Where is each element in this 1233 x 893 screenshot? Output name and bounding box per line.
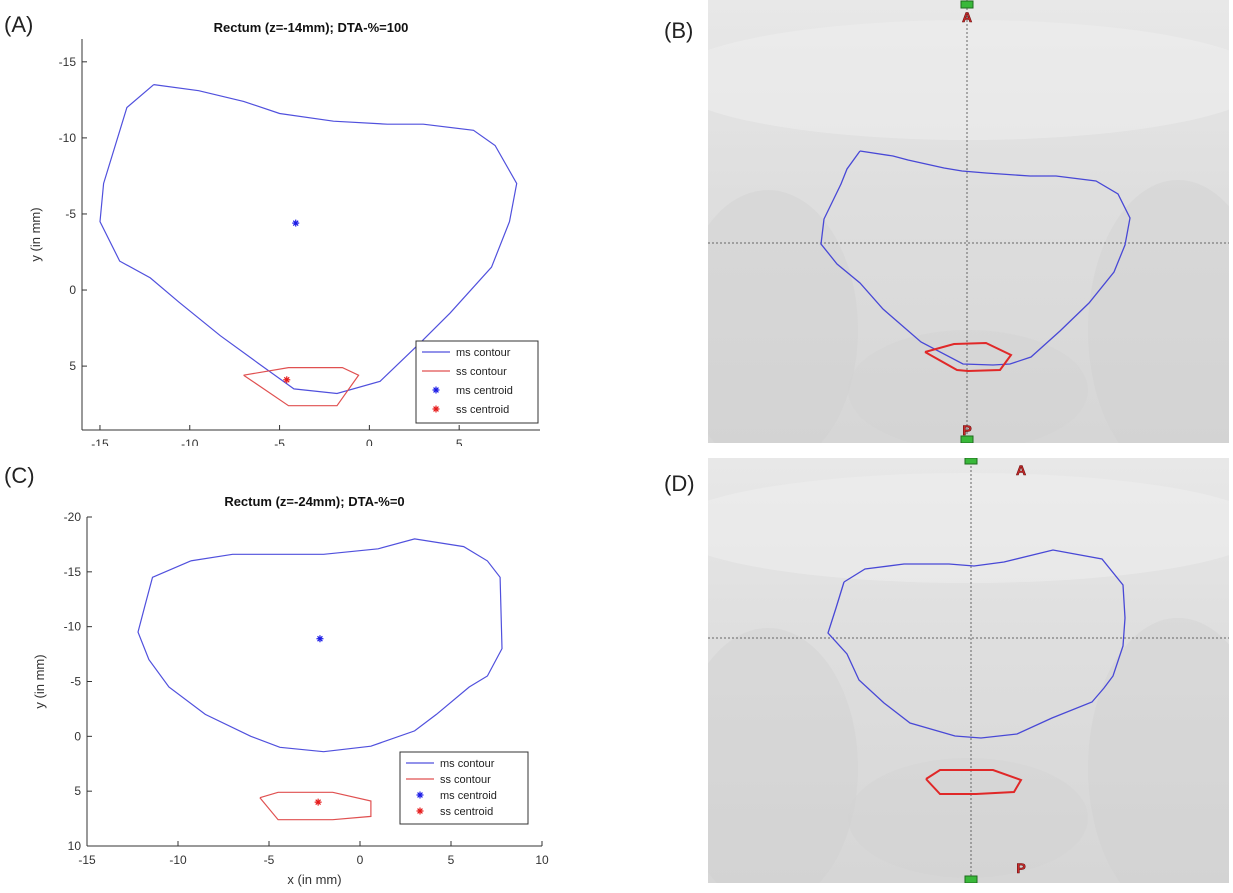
- panel-label-d: (D): [664, 471, 695, 496]
- x-tick-label: 5: [448, 853, 455, 867]
- legend-swatch-marker: [416, 807, 424, 815]
- x-tick-label: 0: [366, 437, 373, 446]
- legend-entry: ms contour: [440, 758, 495, 770]
- ct-image-panel-b: A P: [708, 0, 1229, 443]
- y-tick-label: -10: [59, 131, 77, 145]
- x-tick-label: -5: [264, 853, 275, 867]
- x-tick-label: -5: [274, 437, 285, 446]
- y-tick-label: 0: [69, 283, 76, 297]
- ct-ms-contour-b: [820, 150, 1131, 366]
- top-marker-b: A: [960, 0, 974, 25]
- ct-ms-contour-d: [827, 549, 1126, 739]
- legend-swatch-marker: [432, 386, 440, 394]
- x-tick-label: 5: [456, 437, 463, 446]
- y-tick-label: -5: [70, 675, 81, 689]
- chart-title: Rectum (z=-14mm); DTA-%=100: [214, 20, 409, 35]
- legend-swatch-marker: [416, 791, 424, 799]
- y-tick-label: -5: [65, 207, 76, 221]
- y-axis-label: y (in mm): [28, 207, 43, 261]
- x-tick-label: 10: [535, 853, 549, 867]
- ct-texture: [708, 473, 1229, 883]
- y-tick-label: 5: [69, 359, 76, 373]
- top-marker-d: A: [964, 458, 1026, 478]
- ct-ss-contour-b: [924, 341, 1013, 373]
- ct-texture: [708, 20, 1229, 443]
- x-tick-label: 0: [357, 853, 364, 867]
- anterior-label-d: A: [1016, 462, 1026, 478]
- x-axis-label: x (in mm): [287, 872, 341, 887]
- legend-entry: ms centroid: [456, 385, 513, 397]
- legend-entry: ss centroid: [456, 404, 509, 416]
- plot-c: Rectum (z=-24mm); DTA-%=0 -15 -10 -5 0 5 10 -20…: [32, 494, 549, 887]
- panel-label-b: (B): [664, 18, 694, 43]
- legend-entry: ms contour: [456, 347, 511, 359]
- legend-entry: ms centroid: [440, 790, 497, 802]
- ms-centroid-marker: [292, 219, 300, 227]
- y-tick-label: -10: [64, 620, 82, 634]
- legend-entry: ss contour: [456, 366, 507, 378]
- bottom-marker-d: P: [964, 860, 1026, 883]
- x-tick-label: -15: [91, 437, 109, 446]
- ct-image-panel-d: A P: [708, 458, 1229, 883]
- x-tick-label: -10: [181, 437, 199, 446]
- anterior-label-b: A: [962, 9, 972, 25]
- y-axis-label: y (in mm): [32, 654, 47, 708]
- plot-a: Rectum (z=-14mm); DTA-%=100 -15 -10 -5 0 5 -15…: [28, 20, 540, 446]
- ms-contour-line: [137, 538, 503, 753]
- posterior-label-b: P: [962, 422, 971, 438]
- ss-centroid-marker: [314, 798, 322, 806]
- panel-label-c: (C): [4, 463, 35, 488]
- y-tick-label: 0: [74, 729, 81, 743]
- y-tick-label: -20: [64, 510, 82, 524]
- ss-contour-line: [243, 367, 360, 407]
- y-tick-label: 5: [74, 784, 81, 798]
- panel-label-a: (A): [4, 12, 34, 37]
- legend-entry: ss contour: [440, 774, 491, 786]
- y-tick-label: 10: [68, 839, 82, 853]
- ss-centroid-marker: [283, 376, 291, 384]
- y-tick-label: -15: [64, 565, 82, 579]
- legend-swatch-marker: [432, 405, 440, 413]
- x-tick-label: -15: [78, 853, 96, 867]
- ms-contour-line: [99, 84, 518, 395]
- legend-entry: ss centroid: [440, 806, 493, 818]
- posterior-label-d: P: [1016, 860, 1025, 876]
- y-tick-label: -15: [59, 55, 77, 69]
- ss-contour-line: [259, 791, 372, 821]
- bottom-marker-b: P: [960, 422, 974, 443]
- ct-ss-contour-d: [925, 769, 1023, 795]
- x-tick-label: -10: [169, 853, 187, 867]
- ms-centroid-marker: [316, 635, 324, 643]
- chart-title: Rectum (z=-24mm); DTA-%=0: [224, 494, 404, 509]
